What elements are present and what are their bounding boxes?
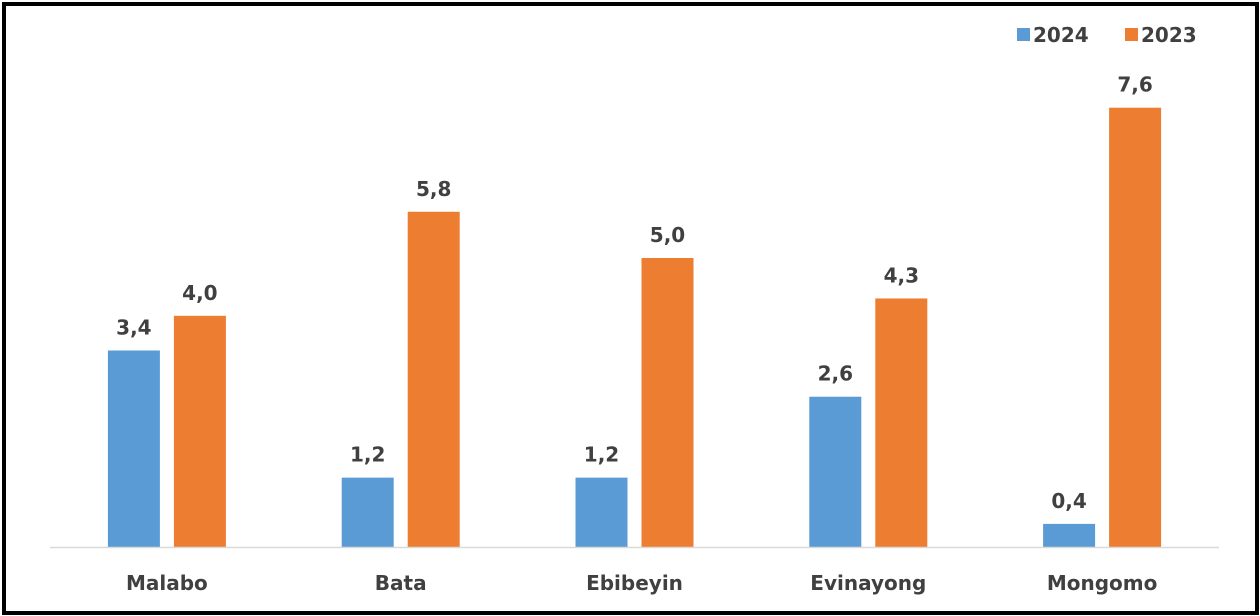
category-label-mongomo: Mongomo (1047, 571, 1158, 595)
data-label-2023-bata: 5,8 (416, 177, 451, 201)
data-label-2024-mongomo: 0,4 (1051, 489, 1086, 513)
data-label-2023-ebibeyin: 5,0 (650, 223, 685, 247)
data-label-2024-malabo: 3,4 (116, 315, 151, 339)
bar-2024-bata (341, 477, 394, 547)
data-label-2023-evinayong: 4,3 (884, 263, 919, 287)
bar-2024-malabo (107, 350, 160, 547)
category-label-evinayong: Evinayong (810, 571, 926, 595)
bar-2024-mongomo (1043, 523, 1096, 547)
legend-swatch-2024 (1017, 28, 1030, 41)
bar-2023-ebibeyin (641, 258, 694, 547)
data-label-2023-mongomo: 7,6 (1117, 73, 1152, 97)
legend: 2024 2023 (1017, 23, 1197, 47)
category-label-ebibeyin: Ebibeyin (586, 571, 683, 595)
category-label-bata: Bata (375, 571, 427, 595)
bar-2023-bata (407, 211, 460, 547)
legend-swatch-2023 (1125, 28, 1138, 41)
legend-label-2024: 2024 (1033, 23, 1089, 47)
data-labels: 3,4 4,0 1,2 5,8 1,2 5,0 2,6 4,3 0,4 7,6 (116, 73, 1153, 513)
bar-2024-ebibeyin (575, 477, 628, 547)
data-label-2024-bata: 1,2 (350, 443, 385, 467)
bar-2024-evinayong (809, 396, 862, 547)
data-label-2024-ebibeyin: 1,2 (584, 443, 619, 467)
bar-2023-evinayong (875, 298, 928, 547)
data-label-2024-evinayong: 2,6 (818, 362, 853, 386)
category-label-malabo: Malabo (126, 571, 208, 595)
bar-2023-mongomo (1109, 107, 1162, 547)
bars (107, 107, 1162, 547)
bar-2023-malabo (173, 315, 226, 547)
data-label-2023-malabo: 4,0 (182, 281, 217, 305)
legend-label-2023: 2023 (1141, 23, 1197, 47)
category-labels: Malabo Bata Ebibeyin Evinayong Mongomo (126, 571, 1157, 595)
bar-chart: 2024 2023 3,44,01,25,81,25,02,64,30,47,6 … (50, 23, 1219, 595)
